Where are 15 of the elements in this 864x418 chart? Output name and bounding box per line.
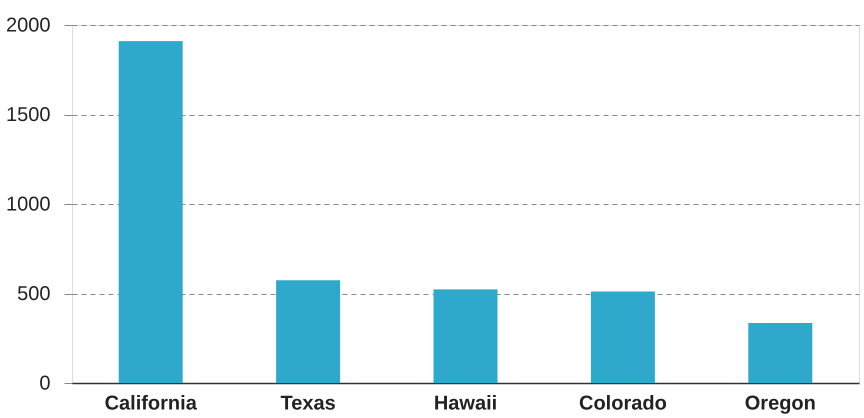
y-tick-label: 1000	[6, 194, 50, 216]
x-tick-label: California	[104, 392, 198, 414]
x-tick-label: Oregon	[744, 392, 816, 414]
bar	[118, 41, 183, 383]
bar	[434, 289, 498, 383]
y-tick-label: 0	[39, 372, 50, 394]
y-tick-label: 500	[17, 283, 50, 305]
bar	[276, 280, 340, 383]
x-tick-label: Colorado	[579, 392, 667, 414]
y-tick-label: 1500	[6, 104, 50, 126]
bar	[590, 292, 655, 383]
y-tick-label: 2000	[6, 14, 50, 36]
x-tick-label: Hawaii	[434, 392, 498, 414]
x-tick-label: Texas	[280, 392, 336, 414]
bar	[748, 323, 812, 383]
